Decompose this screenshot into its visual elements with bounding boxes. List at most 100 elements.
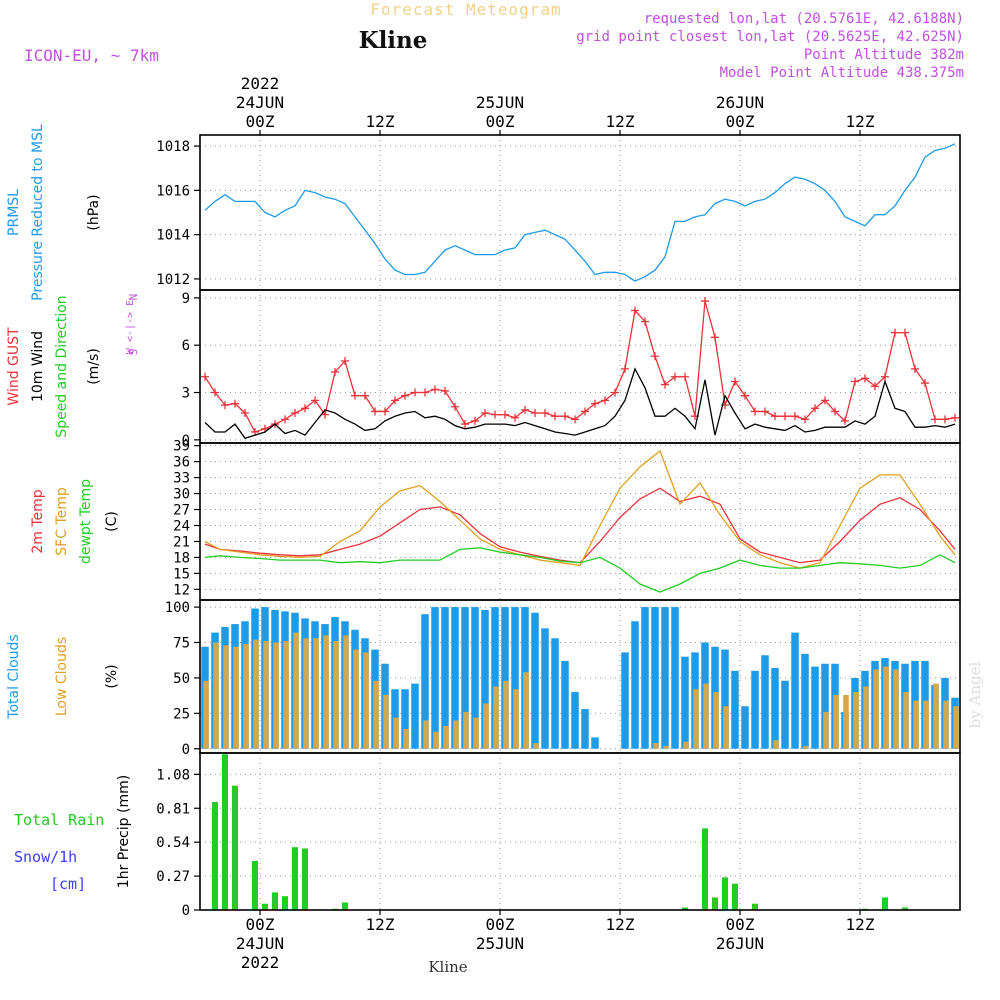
bar: [732, 883, 738, 910]
y-tick-label: 1014: [156, 228, 190, 244]
bar: [752, 903, 758, 910]
y-tick-label: 18: [173, 550, 190, 566]
time-label-bottom: 2022: [241, 953, 280, 972]
time-label-bottom: 24JUN: [236, 934, 284, 953]
axis-label: Wind GUST: [6, 327, 22, 406]
time-label-top: 00Z: [246, 112, 275, 131]
bar: [333, 641, 339, 749]
data-point: [701, 297, 709, 306]
bar: [541, 628, 549, 749]
data-point: [511, 413, 519, 422]
bar: [923, 700, 929, 749]
data-point: [921, 379, 929, 388]
bar: [212, 801, 218, 910]
bar: [853, 692, 859, 749]
bar: [883, 666, 889, 749]
bar: [843, 694, 849, 749]
y-tick-label: 21: [173, 534, 190, 550]
data-point: [381, 407, 389, 416]
bar: [411, 683, 419, 749]
bar: [681, 656, 689, 749]
data-point: [791, 412, 799, 421]
bar: [203, 680, 209, 749]
data-point: [341, 356, 349, 365]
y-tick-label: 0: [182, 903, 190, 919]
bar: [581, 709, 589, 749]
data-point: [361, 391, 369, 400]
series-line: [204, 547, 956, 593]
time-label-top: 12Z: [846, 112, 875, 131]
y-tick-label: 100: [165, 600, 190, 616]
y-tick-label: 0: [182, 742, 190, 758]
bar: [233, 646, 239, 749]
panel-1: 1012 1014 1016 1018 PRMSL Pressure Reduced to…: [6, 124, 961, 301]
time-label-top: 2022: [241, 74, 280, 93]
time-label-bottom: 26JUN: [716, 934, 764, 953]
data-point: [781, 412, 789, 421]
data-point: [901, 328, 909, 337]
bar: [483, 703, 489, 749]
data-point: [661, 380, 669, 389]
time-label-bottom: 00Z: [486, 915, 515, 934]
bar: [863, 686, 869, 749]
bar: [302, 848, 308, 910]
data-point: [231, 399, 239, 408]
compass-label: W <-|-> E: [125, 300, 136, 354]
data-point: [771, 412, 779, 421]
y-tick-label: 6: [182, 338, 190, 354]
y-tick-label: 1018: [156, 139, 190, 155]
bar: [551, 638, 559, 749]
bar: [243, 643, 249, 749]
bar: [213, 642, 219, 749]
data-point: [581, 407, 589, 416]
bar: [741, 706, 749, 749]
data-point: [371, 407, 379, 416]
data-point: [951, 413, 959, 422]
data-point: [931, 415, 939, 424]
data-point: [291, 409, 299, 418]
data-point: [621, 364, 629, 373]
data-point: [281, 415, 289, 424]
data-point: [421, 388, 429, 397]
y-tick-label: 9: [182, 291, 190, 307]
data-point: [591, 399, 599, 408]
bar: [373, 680, 379, 749]
data-point: [241, 409, 249, 418]
bar: [401, 689, 409, 749]
bar: [232, 785, 238, 910]
data-point: [481, 409, 489, 418]
panel-frame: [199, 289, 961, 444]
bar: [471, 607, 479, 749]
data-point: [881, 372, 889, 381]
bar: [943, 700, 949, 749]
bar: [223, 645, 229, 749]
data-point: [441, 386, 449, 395]
model-label: ICON-EU, ~ 7km: [24, 46, 159, 65]
data-point: [211, 388, 219, 397]
bar: [803, 745, 809, 749]
data-point: [531, 409, 539, 418]
bar: [631, 621, 639, 749]
legend-rain: Total Rain: [14, 811, 104, 829]
axis-label: (m/s): [86, 348, 102, 385]
y-tick-label: 75: [173, 636, 190, 652]
bar: [423, 720, 429, 749]
bar: [262, 903, 268, 910]
bar: [671, 607, 679, 749]
y-tick-label: 36: [173, 455, 190, 471]
data-point: [221, 401, 229, 410]
y-tick-label: 1.08: [156, 767, 190, 783]
data-point: [811, 404, 819, 413]
bar: [503, 680, 509, 749]
bar: [781, 680, 789, 749]
bar: [663, 745, 669, 749]
bar: [653, 743, 659, 749]
bar: [383, 694, 389, 749]
data-point: [461, 420, 469, 429]
data-point: [851, 377, 859, 386]
bar: [651, 607, 659, 749]
bar: [903, 692, 909, 749]
bar: [571, 692, 579, 749]
data-point: [641, 317, 649, 326]
